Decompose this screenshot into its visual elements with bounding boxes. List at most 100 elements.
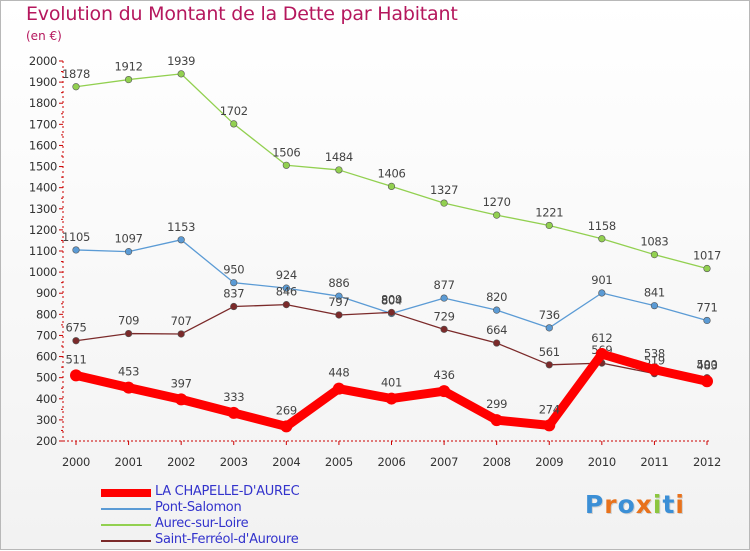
brand-logo-letter: i <box>652 490 663 519</box>
data-point <box>124 248 133 256</box>
data-point <box>72 246 80 254</box>
y-tick-label: 1900 <box>29 75 57 89</box>
data-label: 709 <box>118 314 139 328</box>
data-label: 1270 <box>483 195 511 209</box>
data-point <box>493 211 501 219</box>
y-tick-label: 1400 <box>29 181 57 195</box>
data-point <box>701 375 713 388</box>
data-point <box>282 301 290 309</box>
y-tick-label: 1200 <box>29 223 57 237</box>
data-point <box>543 419 556 432</box>
data-label: 797 <box>328 295 349 309</box>
x-tick-label: 2003 <box>220 455 248 469</box>
legend-label: Aurec-sur-Loire <box>155 516 249 531</box>
data-point <box>72 337 80 345</box>
data-label: 1484 <box>325 150 353 164</box>
brand-logo-letter: r <box>604 490 618 519</box>
data-point <box>440 199 448 207</box>
data-label: 809 <box>381 292 402 306</box>
data-point <box>493 306 501 314</box>
y-tick-label: 900 <box>36 286 57 300</box>
data-label: 483 <box>696 358 717 372</box>
y-tick-label: 500 <box>36 371 57 385</box>
data-label: 820 <box>486 290 507 304</box>
y-tick-label: 700 <box>36 328 57 342</box>
x-tick-label: 2012 <box>693 455 721 469</box>
data-label: 729 <box>434 309 455 323</box>
data-point <box>545 361 553 369</box>
legend-label: Saint-Ferréol-d'Auroure <box>155 532 299 547</box>
data-point <box>332 382 345 395</box>
x-tick-label: 2000 <box>62 455 90 469</box>
data-label: 401 <box>381 376 402 390</box>
data-point <box>175 393 188 406</box>
data-point <box>70 369 82 382</box>
y-tick-label: 2000 <box>29 54 57 68</box>
legend-swatch <box>101 508 151 510</box>
data-label: 453 <box>118 365 139 379</box>
data-point <box>545 221 553 230</box>
data-point <box>177 330 185 338</box>
data-point <box>438 385 451 398</box>
x-tick-label: 2004 <box>272 455 300 469</box>
brand-logo-letter: t <box>662 490 676 519</box>
data-point <box>177 236 185 244</box>
data-label: 1506 <box>272 145 300 159</box>
data-label: 299 <box>486 397 507 411</box>
legend-swatch <box>101 489 151 497</box>
data-label: 837 <box>223 287 244 301</box>
data-point <box>493 339 501 347</box>
data-point <box>387 182 396 190</box>
data-label: 1939 <box>167 54 195 68</box>
data-label: 886 <box>328 276 349 290</box>
brand-logo-letter: o <box>617 490 636 519</box>
data-point <box>124 75 133 84</box>
x-tick-label: 2006 <box>377 455 405 469</box>
data-label: 448 <box>328 366 349 380</box>
x-tick-label: 2005 <box>325 455 353 469</box>
chart-unit: (en €) <box>26 29 62 43</box>
data-point <box>703 264 711 273</box>
data-label: 1153 <box>167 220 195 234</box>
data-point <box>177 70 185 78</box>
legend-label: LA CHAPELLE-D'AUREC <box>155 484 300 499</box>
brand-logo-letter: P <box>584 490 605 519</box>
data-point <box>280 420 293 433</box>
x-tick-label: 2009 <box>535 455 563 469</box>
data-label: 612 <box>591 331 612 345</box>
data-label: 269 <box>276 403 297 417</box>
data-label: 1878 <box>62 67 90 81</box>
data-label: 500 <box>696 358 717 372</box>
x-tick-label: 2007 <box>430 455 458 469</box>
data-label: 771 <box>696 300 717 314</box>
data-point <box>598 235 606 243</box>
x-tick-label: 2001 <box>115 455 143 469</box>
legend-swatch <box>101 524 151 526</box>
data-point <box>227 406 240 419</box>
y-tick-label: 800 <box>36 307 57 321</box>
data-label: 736 <box>539 308 560 322</box>
data-point <box>648 363 661 376</box>
y-tick-label: 200 <box>36 434 57 448</box>
data-point <box>230 279 238 287</box>
chart-title: Evolution du Montant de la Dette par Hab… <box>26 3 458 25</box>
y-tick-label: 1100 <box>29 244 57 258</box>
data-label: 846 <box>276 285 297 299</box>
data-point <box>490 414 503 427</box>
data-point <box>650 302 659 310</box>
data-point <box>122 381 135 394</box>
y-tick-label: 600 <box>36 350 57 364</box>
data-label: 877 <box>434 278 455 292</box>
y-tick-label: 300 <box>36 413 57 427</box>
data-label: 436 <box>434 368 455 382</box>
data-label: 924 <box>276 268 297 282</box>
data-point <box>440 294 448 302</box>
y-tick-label: 1300 <box>29 202 57 216</box>
data-label: 1327 <box>430 183 458 197</box>
data-point <box>385 392 398 405</box>
y-tick-label: 400 <box>36 392 57 406</box>
data-label: 1017 <box>693 249 721 263</box>
x-tick-label: 2010 <box>588 455 616 469</box>
